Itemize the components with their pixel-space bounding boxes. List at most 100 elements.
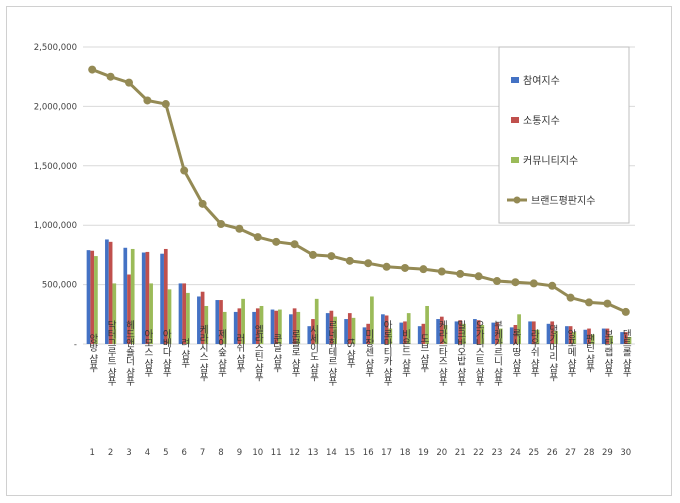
x-category-label: 아모스 샴푸 xyxy=(142,329,153,378)
line-point xyxy=(511,278,520,287)
bar-참여지수 xyxy=(233,311,238,344)
bar-소통지수 xyxy=(568,326,573,344)
bar-커뮤니티지수 xyxy=(443,324,448,344)
x-rank-label: 4 xyxy=(145,448,150,458)
line-point xyxy=(437,267,446,276)
bar-참여지수 xyxy=(417,326,422,344)
x-category-label: 닥터그루트 샴푸 xyxy=(105,320,116,387)
x-rank-label: 25 xyxy=(528,448,539,458)
bar-소통지수 xyxy=(495,322,499,344)
x-rank-label: 20 xyxy=(436,448,447,458)
x-rank-label: 19 xyxy=(418,448,429,458)
x-rank-label: 12 xyxy=(289,448,300,458)
x-rank-label: 18 xyxy=(400,448,411,458)
line-point xyxy=(253,233,262,242)
bar-소통지수 xyxy=(605,328,610,344)
brand-reputation-chart: - 500,000 1,000,000 1,500,000 2,000,000 2,500… xyxy=(34,43,635,458)
x-category-label: 보타랩 샴푸 xyxy=(602,329,613,378)
line-point xyxy=(88,65,97,74)
bar-커뮤니티지수 xyxy=(333,316,337,344)
bar-커뮤니티지수 xyxy=(517,314,521,344)
line-point xyxy=(419,265,428,274)
bar-커뮤니티지수 xyxy=(351,317,356,344)
bar-커뮤니티지수 xyxy=(186,292,190,344)
bar-소통지수 xyxy=(347,313,352,344)
bar-소통지수 xyxy=(108,241,113,344)
bar-소통지수 xyxy=(163,248,168,344)
bar-커뮤니티지수 xyxy=(296,311,301,344)
y-tick-label: 500,000 xyxy=(42,281,77,291)
x-rank-label: 30 xyxy=(620,448,631,458)
bar-참여지수 xyxy=(491,322,496,344)
line-point xyxy=(180,166,189,175)
bar-소통지수 xyxy=(366,323,371,344)
bar-소통지수 xyxy=(403,321,407,344)
bar-참여지수 xyxy=(528,321,532,344)
bar-참여지수 xyxy=(546,323,551,344)
x-category-label: 러쉬 샴푸 xyxy=(234,334,245,374)
bar-참여지수 xyxy=(509,327,514,344)
bar-소통지수 xyxy=(292,308,297,344)
x-category-label: 라우쉬 샴푸 xyxy=(528,329,539,378)
line-point xyxy=(272,237,281,246)
bar-소통지수 xyxy=(237,308,242,344)
x-category-label: 앙방 샴푸 xyxy=(87,333,98,374)
x-category-label: tS 샴푸 xyxy=(344,338,355,369)
bar-참여지수 xyxy=(123,247,128,344)
line-point xyxy=(327,252,336,261)
bar-참여지수 xyxy=(601,328,606,344)
bar-커뮤니티지수 xyxy=(609,335,613,344)
x-rank-label: 17 xyxy=(381,448,392,458)
x-category-label: 케라시스 샴푸 xyxy=(197,325,208,383)
x-rank-label: 10 xyxy=(252,448,263,458)
x-category-label: 아베다 샴푸 xyxy=(160,329,171,378)
bar-커뮤니티지수 xyxy=(259,305,264,344)
bar-커뮤니티지수 xyxy=(314,298,319,344)
bar-소통지수 xyxy=(439,316,444,344)
bar-참여지수 xyxy=(583,329,588,344)
bar-참여지수 xyxy=(197,296,201,344)
bar-커뮤니티지수 xyxy=(462,323,466,344)
bar-참여지수 xyxy=(381,314,385,344)
line-point xyxy=(474,272,483,281)
bar-소통지수 xyxy=(476,320,481,344)
x-category-label: 케라스타즈 샴푸 xyxy=(436,320,447,387)
bar-커뮤니티지수 xyxy=(241,298,245,344)
legend-box xyxy=(498,46,630,224)
bar-커뮤니티지수 xyxy=(535,329,540,344)
legend-label: 소통지수 xyxy=(523,115,560,127)
x-category-label: 르네휘테르 샴푸 xyxy=(326,320,337,387)
x-category-label: 앙포메 샴푸 xyxy=(565,329,576,379)
bar-커뮤니티지수 xyxy=(112,283,117,344)
bar-커뮤니티지수 xyxy=(590,334,595,344)
x-rank-label: 7 xyxy=(200,448,205,458)
x-rank-label: 5 xyxy=(163,448,168,458)
x-category-label: 오가니스트 샴푸 xyxy=(473,320,484,387)
line-point xyxy=(235,224,244,233)
x-rank-label: 22 xyxy=(473,448,484,458)
bar-참여지수 xyxy=(325,313,330,344)
x-rank-label: 29 xyxy=(602,448,613,458)
line-point xyxy=(456,269,465,278)
x-rank-label: 9 xyxy=(237,448,242,458)
x-rank-label: 6 xyxy=(181,448,186,458)
bar-참여지수 xyxy=(399,322,404,344)
x-rank-label: 3 xyxy=(126,448,131,458)
x-rank-label: 27 xyxy=(565,448,576,458)
bar-소통지수 xyxy=(311,319,315,344)
bar-참여지수 xyxy=(178,283,183,344)
x-rank-label: 24 xyxy=(510,448,521,458)
x-rank-label: 28 xyxy=(584,448,595,458)
line-point xyxy=(345,256,354,265)
bar-커뮤니티지수 xyxy=(572,332,577,344)
y-tick-label: 2,500,000 xyxy=(34,43,77,53)
bar-소통지수 xyxy=(513,324,518,344)
x-category-label: 미쟝센 샴푸 xyxy=(363,329,374,378)
bar-소통지수 xyxy=(219,300,223,344)
line-point xyxy=(143,96,152,105)
x-category-label: 쿤달 샴푸 xyxy=(271,334,282,374)
x-category-label: 헤드앤숄더 샴푸 xyxy=(124,320,135,388)
bar-소통지수 xyxy=(145,251,150,344)
bar-커뮤니티지수 xyxy=(149,283,153,344)
bar-커뮤니티지수 xyxy=(388,328,393,344)
